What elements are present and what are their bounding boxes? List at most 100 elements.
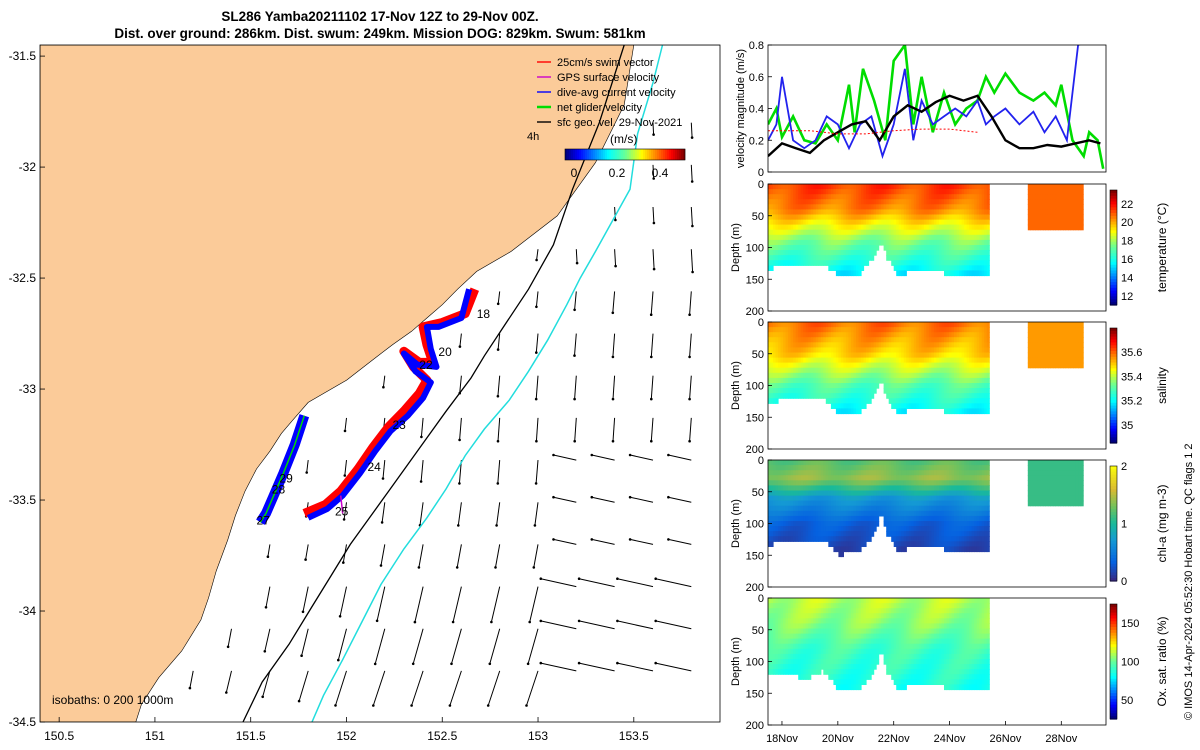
section-cell bbox=[886, 377, 890, 384]
section-cell bbox=[876, 352, 880, 359]
section-cell bbox=[840, 327, 844, 333]
section-cell bbox=[926, 398, 930, 404]
section-cell bbox=[1052, 342, 1056, 348]
section-cell bbox=[969, 337, 973, 343]
section-cell bbox=[780, 367, 784, 374]
section-cell bbox=[778, 500, 782, 507]
section-cell bbox=[818, 505, 822, 512]
section-cell bbox=[939, 372, 943, 379]
section-cell bbox=[1073, 347, 1077, 354]
section-cell bbox=[976, 403, 980, 409]
section-cell bbox=[878, 470, 882, 476]
section-cell bbox=[868, 367, 872, 374]
section-cell bbox=[951, 229, 955, 236]
section-cell bbox=[795, 536, 799, 542]
section-cell bbox=[856, 403, 860, 409]
section-cell bbox=[886, 470, 890, 476]
section-colorbar-cell bbox=[1110, 328, 1117, 332]
speed-colorbar: 0 0.2 0.4 bbox=[564, 148, 686, 180]
section-cell bbox=[866, 470, 870, 476]
section-cell bbox=[901, 546, 905, 553]
section-cell bbox=[773, 470, 777, 476]
section-cell bbox=[984, 362, 988, 369]
speed-colorbar-cell bbox=[623, 149, 626, 160]
section-cell bbox=[898, 245, 902, 251]
velocity-ytick-label: 0.2 bbox=[749, 135, 764, 147]
section-cell bbox=[798, 531, 802, 537]
section-cell bbox=[843, 485, 847, 492]
section-cell bbox=[788, 357, 792, 364]
section-cell bbox=[956, 194, 960, 200]
section-cell bbox=[901, 541, 905, 547]
section-cell bbox=[1068, 327, 1072, 333]
section-cell bbox=[883, 500, 887, 507]
section-cell bbox=[901, 480, 905, 486]
section-cell bbox=[830, 372, 834, 379]
section-cell bbox=[928, 337, 932, 343]
section-cell bbox=[961, 398, 965, 404]
section-cell bbox=[851, 475, 855, 481]
section-cell bbox=[896, 531, 900, 537]
section-cell bbox=[918, 234, 922, 241]
section-cell bbox=[835, 214, 839, 221]
section-cell bbox=[891, 260, 895, 266]
section-cell bbox=[853, 255, 857, 261]
section-cell bbox=[936, 239, 940, 246]
section-colorbar-cell bbox=[1110, 192, 1117, 197]
section-cell bbox=[946, 352, 950, 359]
section-cell bbox=[944, 322, 948, 328]
section-colorbar-cell bbox=[1110, 227, 1117, 231]
speed-colorbar-cell bbox=[625, 149, 628, 160]
section-colorbar-cell bbox=[1110, 405, 1117, 410]
section-cell bbox=[861, 234, 865, 241]
section-cell bbox=[768, 470, 772, 476]
section-colorbar-cell bbox=[1110, 414, 1117, 418]
section-cell bbox=[858, 347, 862, 354]
section-cell bbox=[956, 224, 960, 231]
section-cell bbox=[843, 194, 847, 200]
section-cell bbox=[861, 184, 865, 190]
section-cell bbox=[949, 398, 953, 404]
section-cell bbox=[886, 327, 890, 333]
section-cell bbox=[773, 510, 777, 517]
section-cell bbox=[775, 204, 779, 210]
section-cell bbox=[883, 322, 887, 328]
section-cell bbox=[984, 347, 988, 354]
section-cell bbox=[891, 245, 895, 251]
section-cell bbox=[775, 234, 779, 241]
section-colorbar-cell bbox=[1110, 259, 1117, 263]
section-cell bbox=[1050, 327, 1054, 333]
section-cell bbox=[873, 224, 877, 231]
section-cell bbox=[939, 189, 943, 195]
section-cell bbox=[981, 204, 985, 210]
section-cell bbox=[1047, 362, 1051, 369]
section-cell bbox=[926, 357, 930, 364]
section-cell bbox=[785, 465, 789, 471]
section-cell bbox=[800, 322, 804, 328]
section-cell bbox=[785, 377, 789, 384]
section-cell bbox=[961, 270, 965, 277]
section-cell bbox=[921, 536, 925, 542]
section-cell bbox=[964, 255, 968, 261]
section-cell bbox=[881, 495, 885, 502]
section-cell bbox=[795, 209, 799, 216]
section-cell bbox=[918, 189, 922, 195]
section-cell bbox=[944, 352, 948, 359]
section-cell bbox=[793, 229, 797, 236]
section-cell bbox=[1060, 347, 1064, 354]
section-cell bbox=[1035, 322, 1039, 328]
section-cell bbox=[775, 367, 779, 374]
section-ytick-label: 100 bbox=[746, 381, 764, 393]
section-cell bbox=[848, 541, 852, 547]
section-cell bbox=[778, 229, 782, 236]
section-cell bbox=[971, 383, 975, 389]
section-cell bbox=[845, 546, 849, 553]
section-cell bbox=[861, 470, 865, 476]
section-cell bbox=[896, 388, 900, 394]
section-cell bbox=[931, 250, 935, 256]
section-cell bbox=[775, 337, 779, 343]
section-cell bbox=[913, 199, 917, 205]
map-ytick-label: -32 bbox=[19, 160, 37, 174]
geo-arrow-head bbox=[628, 495, 632, 499]
section-cell bbox=[823, 372, 827, 379]
